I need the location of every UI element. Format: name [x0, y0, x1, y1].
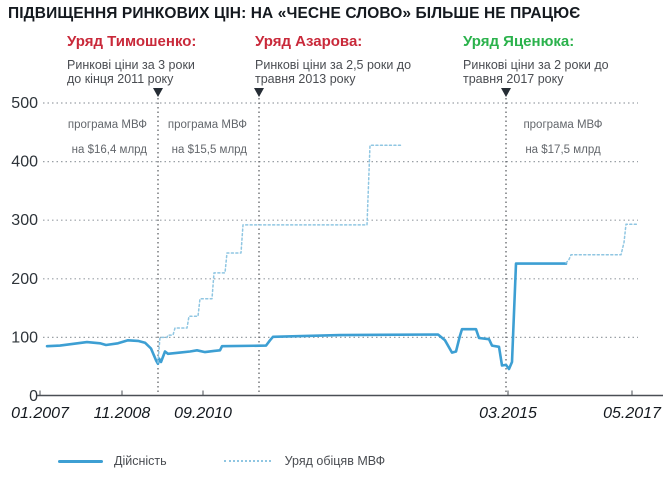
event-marker-triangle-2 — [501, 88, 511, 97]
government-block-yatsenyuk: Уряд Яценюка: Ринкові ціни за 2 роки до … — [463, 33, 609, 86]
y-axis-label-100: 100 — [11, 329, 38, 346]
x-axis-label-03.2015: 03.2015 — [479, 405, 537, 422]
series-promised-segment-0 — [157, 144, 403, 364]
y-axis-label-200: 200 — [11, 271, 38, 288]
page-title: ПІДВИЩЕННЯ РИНКОВИХ ЦІН: НА «ЧЕСНЕ СЛОВО… — [8, 5, 581, 22]
x-axis-label-05.2017: 05.2017 — [603, 405, 662, 422]
y-axis-label-500: 500 — [11, 95, 38, 112]
legend-label-actual: Дійсність — [114, 454, 167, 468]
chart-legend: Дійсність Уряд обіцяв МВФ — [58, 453, 385, 469]
government-name: Уряд Яценюка: — [463, 33, 575, 50]
event-marker-triangle-0 — [153, 88, 163, 97]
x-axis-label-09.2010: 09.2010 — [174, 405, 232, 422]
legend-dotted-line-swatch — [223, 460, 271, 462]
imf-annotation-3: програма МВФ на $17,5 млрд — [523, 119, 603, 156]
government-block-azarov: Уряд Азарова: Ринкові ціни за 2,5 роки д… — [255, 33, 411, 86]
y-axis-label-300: 300 — [11, 212, 38, 229]
event-marker-triangle-1 — [254, 88, 264, 97]
government-name: Уряд Азарова: — [255, 33, 363, 50]
legend-label-promised: Уряд обіцяв МВФ — [284, 454, 386, 468]
imf-annotation-2: програма МВФ на $15,5 млрд — [167, 119, 247, 156]
series-actual-segment-0 — [45, 262, 568, 371]
y-axis-label-0: 0 — [29, 388, 38, 405]
government-description: Ринкові ціни за 3 роки до кінця 2011 рок… — [67, 58, 195, 86]
series-promised-segment-1 — [565, 223, 639, 264]
legend-solid-line-swatch — [58, 459, 103, 463]
government-description: Ринкові ціни за 2 роки до травня 2017 ро… — [463, 58, 609, 86]
imf-annotation-1: програма МВФ на $16,4 млрд — [67, 119, 147, 156]
y-axis-label-400: 400 — [11, 154, 38, 171]
government-description: Ринкові ціни за 2,5 роки до травня 2013 … — [255, 58, 412, 86]
government-name: Уряд Тимошенко: — [67, 33, 197, 50]
x-axis-label-01.2007: 01.2007 — [11, 405, 70, 422]
x-axis-label-11.2008: 11.2008 — [94, 405, 151, 422]
government-block-tymoshenko: Уряд Тимошенко: Ринкові ціни за 3 роки д… — [67, 33, 196, 86]
